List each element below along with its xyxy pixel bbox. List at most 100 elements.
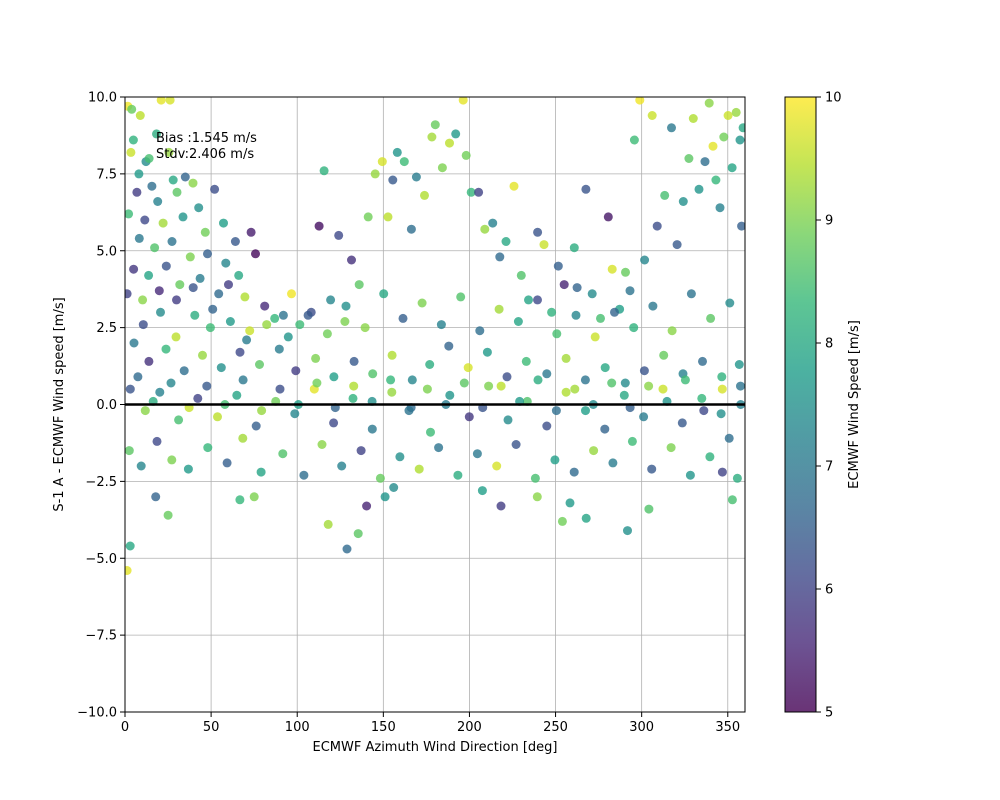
scatter-point	[705, 452, 715, 462]
scatter-point	[167, 455, 177, 465]
scatter-point	[323, 519, 333, 529]
scatter-point	[200, 227, 210, 237]
scatter-point	[171, 332, 181, 342]
scatter-point	[399, 157, 409, 167]
scatter-point	[299, 470, 309, 480]
scatter-point	[348, 393, 358, 403]
data-points	[125, 97, 745, 575]
scatter-point	[235, 347, 245, 357]
scatter-point	[172, 295, 181, 305]
scatter-point	[125, 566, 132, 575]
scatter-point	[129, 264, 139, 274]
scatter-point	[715, 203, 725, 213]
scatter-point	[238, 375, 248, 385]
scatter-point	[480, 224, 490, 234]
scatter-point	[224, 280, 233, 290]
scatter-point	[179, 366, 189, 376]
scatter-point	[458, 97, 468, 105]
scatter-point	[463, 363, 473, 373]
scatter-point	[232, 390, 242, 400]
x-tick-label: 300	[629, 720, 654, 735]
scatter-point	[640, 255, 650, 265]
scatter-point	[270, 313, 280, 323]
scatter-point	[482, 347, 492, 357]
x-axis-ticks: 0 50 100 150 200 250 300 350	[121, 712, 740, 735]
x-tick-label: 50	[203, 720, 220, 735]
scatter-point	[672, 240, 682, 250]
scatter-point	[734, 360, 744, 369]
scatter-point	[542, 369, 552, 379]
scatter-point	[213, 412, 222, 422]
scatter-point	[652, 221, 662, 231]
scatter-point	[477, 486, 487, 496]
scatter-point	[727, 163, 737, 173]
scatter-point	[238, 433, 248, 443]
x-tick-label: 100	[285, 720, 310, 735]
scatter-point	[219, 218, 228, 228]
scatter-point	[395, 452, 405, 462]
scatter-point	[659, 350, 669, 360]
scatter-point	[278, 449, 288, 459]
y-tick-label: −7.5	[85, 629, 117, 644]
scatter-point	[511, 440, 521, 449]
scatter-point	[437, 163, 447, 173]
scatter-point	[600, 424, 610, 434]
scatter-point	[551, 406, 561, 416]
scatter-point	[164, 147, 174, 157]
scatter-point	[532, 492, 542, 502]
scatter-point	[621, 267, 630, 277]
scatter-point	[151, 492, 161, 502]
scatter-point	[172, 187, 182, 197]
colorbar-tick-label: 10	[825, 91, 842, 106]
scatter-point	[329, 372, 339, 382]
scatter-point	[678, 197, 688, 206]
scatter-point	[251, 421, 261, 431]
scatter-point	[234, 270, 244, 280]
scatter-point	[684, 154, 694, 163]
scatter-point	[132, 187, 142, 197]
scatter-point	[603, 212, 613, 222]
scatter-point	[205, 323, 215, 333]
scatter-point	[135, 111, 145, 120]
scatter-point	[314, 221, 324, 231]
scatter-point	[303, 310, 313, 320]
scatter-point	[251, 249, 260, 259]
scatter-point	[167, 237, 177, 246]
scatter-point	[610, 307, 619, 317]
scatter-point	[203, 443, 213, 453]
scatter-point	[719, 132, 729, 142]
scatter-point	[221, 258, 231, 268]
scatter-point	[644, 504, 654, 514]
scatter-point	[596, 313, 605, 323]
scatter-point	[388, 175, 398, 185]
scatter-point	[430, 120, 440, 130]
scatter-point	[255, 360, 264, 369]
scatter-point	[530, 473, 540, 483]
scatter-point	[445, 390, 455, 400]
scatter-point	[607, 378, 617, 388]
scatter-point	[158, 218, 168, 228]
scatter-point	[608, 458, 618, 468]
scatter-point	[711, 175, 721, 185]
scatter-point	[370, 169, 380, 179]
scatter-point	[666, 443, 676, 453]
scatter-point	[521, 356, 531, 366]
scatter-point	[356, 446, 366, 456]
scatter-point	[127, 104, 137, 114]
scatter-point	[129, 338, 139, 348]
scatter-point	[735, 135, 745, 145]
y-tick-label: 0.0	[96, 398, 117, 413]
scatter-point	[334, 230, 344, 240]
scatter-point	[222, 458, 232, 468]
scatter-point	[732, 473, 742, 483]
scatter-point	[404, 406, 414, 416]
scatter-point	[246, 227, 256, 237]
scatter-point	[569, 467, 579, 477]
scatter-point	[377, 157, 387, 167]
scatter-point	[414, 464, 424, 474]
scatter-point	[185, 252, 195, 262]
scatter-point	[686, 289, 696, 299]
scatter-point	[349, 381, 359, 391]
scatter-point	[547, 307, 557, 317]
scatter-point	[147, 181, 157, 191]
